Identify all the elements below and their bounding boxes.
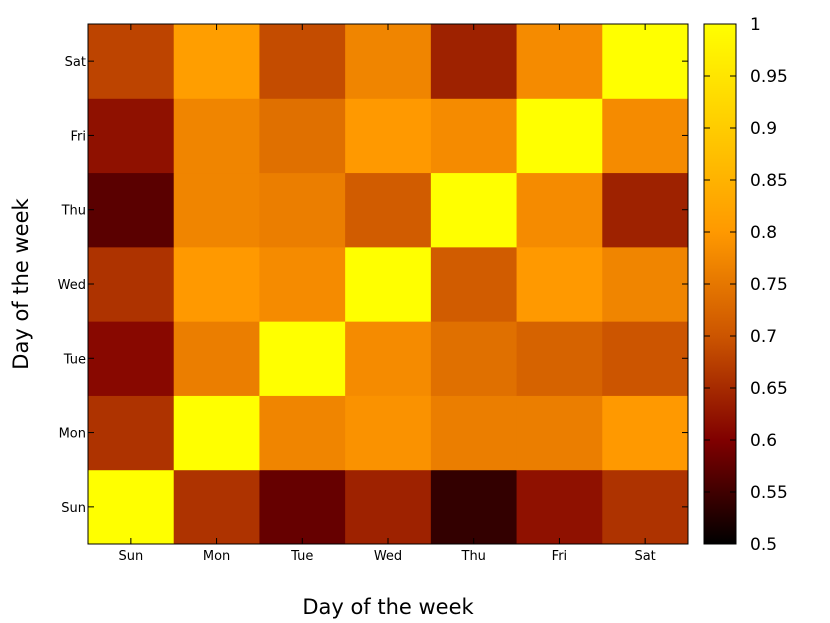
heatmap-cell-wed-sat — [602, 246, 689, 322]
heatmap-cell-sat-sun — [88, 24, 175, 99]
heatmap-cell-tue-tue — [259, 321, 346, 396]
heatmap-cell-sat-tue — [259, 24, 346, 99]
heatmap-cell-fri-tue — [259, 98, 346, 174]
heatmap-cell-sat-sat — [602, 24, 689, 99]
y-tick-label: Wed — [58, 278, 86, 293]
heatmap-cell-sun-fri — [516, 469, 603, 545]
x-tick-label: Mon — [203, 549, 230, 564]
y-axis-title: Day of the week — [9, 197, 33, 369]
x-tick-label: Fri — [552, 549, 568, 564]
colorbar-tick-label: 1 — [750, 15, 761, 35]
heatmap-cell-sun-mon — [173, 469, 260, 545]
x-tick-label: Thu — [461, 549, 486, 564]
heatmap-cell-mon-mon — [173, 395, 260, 471]
heatmap-cell-wed-tue — [259, 246, 346, 322]
heatmap-cell-thu-sun — [88, 172, 175, 248]
heatmap-cell-wed-sun — [88, 246, 175, 322]
colorbar-tick-label: 0.65 — [750, 379, 788, 399]
heatmap-cell-sun-sat — [602, 469, 689, 545]
heatmap-cell-fri-thu — [430, 98, 518, 174]
y-tick-label: Sun — [61, 501, 86, 516]
colorbar-tick-label: 0.6 — [750, 431, 777, 451]
x-axis-title: Day of the week — [302, 595, 474, 619]
heatmap-cell-sat-thu — [430, 24, 518, 99]
heatmap-cell-mon-sun — [88, 395, 175, 471]
heatmap-cell-mon-fri — [516, 395, 603, 471]
heatmap-cell-wed-thu — [430, 246, 518, 322]
y-tick-label: Sat — [65, 55, 86, 70]
heatmap-cell-tue-thu — [430, 321, 518, 396]
heatmap-cell-wed-wed — [345, 246, 432, 322]
heatmap-cell-wed-fri — [516, 246, 603, 322]
heatmap-cell-thu-wed — [345, 172, 432, 248]
heatmap-cell-tue-sat — [602, 321, 689, 396]
colorbar-tick-label: 0.8 — [750, 223, 777, 243]
heatmap-cell-fri-sat — [602, 98, 689, 174]
x-tick-label: Wed — [374, 549, 402, 564]
colorbar-tick-label: 0.9 — [750, 119, 777, 139]
heatmap-cell-fri-mon — [173, 98, 260, 174]
x-axis-ticks: Sun Mon Tue Wed Thu Fri Sat — [118, 24, 656, 564]
heatmap-cell-mon-tue — [259, 395, 346, 471]
heatmap-cell-thu-tue — [259, 172, 346, 248]
heatmap-cell-thu-mon — [173, 172, 260, 248]
heatmap-cell-sun-tue — [259, 469, 346, 545]
heatmap-cell-mon-wed — [345, 395, 432, 471]
colorbar-ticks: 0.5 0.55 0.6 0.65 0.7 0.75 0.8 0.85 0.9 0.95 1 — [704, 15, 788, 555]
heatmap-cell-tue-mon — [173, 321, 260, 396]
heatmap-cell-fri-sun — [88, 98, 175, 174]
colorbar-tick-label: 0.95 — [750, 67, 788, 87]
heatmap-cell-thu-sat — [602, 172, 689, 248]
heatmap-cell-thu-thu — [430, 172, 518, 248]
y-tick-label: Tue — [63, 352, 86, 367]
y-tick-label: Mon — [59, 427, 86, 442]
heatmap-cell-sun-thu — [430, 469, 518, 545]
y-tick-label: Fri — [71, 129, 87, 144]
heatmap-cells — [88, 24, 689, 545]
heatmap-cell-tue-wed — [345, 321, 432, 396]
colorbar-tick-label: 0.7 — [750, 327, 777, 347]
heatmap-cell-tue-sun — [88, 321, 175, 396]
heatmap-cell-sat-mon — [173, 24, 260, 99]
colorbar-tick-label: 0.85 — [750, 171, 788, 191]
heatmap-cell-fri-wed — [345, 98, 432, 174]
heatmap-cell-mon-sat — [602, 395, 689, 471]
colorbar-tick-label: 0.5 — [750, 535, 777, 555]
heatmap-cell-sat-wed — [345, 24, 432, 99]
heatmap-cell-sun-sun — [88, 469, 175, 545]
heatmap-cell-mon-thu — [430, 395, 518, 471]
x-tick-label: Sun — [118, 549, 143, 564]
heatmap-cell-sat-fri — [516, 24, 603, 99]
x-tick-label: Sat — [634, 549, 655, 564]
heatmap-cell-fri-fri — [516, 98, 603, 174]
heatmap-cell-sun-wed — [345, 469, 432, 545]
y-tick-label: Thu — [61, 204, 86, 219]
heatmap-cell-thu-fri — [516, 172, 603, 248]
y-axis-ticks: Sun Mon Tue Wed Thu Fri Sat — [58, 55, 688, 516]
heatmap-cell-tue-fri — [516, 321, 603, 396]
colorbar-tick-label: 0.75 — [750, 275, 788, 295]
heatmap-cell-wed-mon — [173, 246, 260, 322]
colorbar-tick-label: 0.55 — [750, 483, 788, 503]
x-tick-label: Tue — [290, 549, 313, 564]
